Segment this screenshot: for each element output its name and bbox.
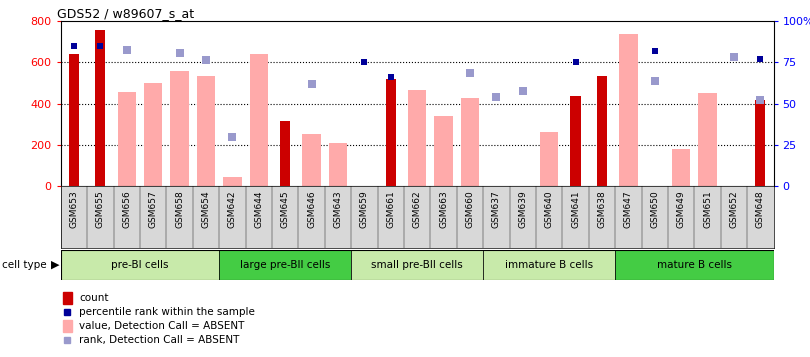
Text: GSM651: GSM651 <box>703 191 712 228</box>
Bar <box>698 93 717 186</box>
Bar <box>223 177 241 186</box>
Bar <box>408 90 426 186</box>
Bar <box>352 250 483 280</box>
Text: GSM650: GSM650 <box>650 191 659 228</box>
Bar <box>249 54 268 186</box>
Text: small pre-BII cells: small pre-BII cells <box>371 260 463 270</box>
Text: GSM660: GSM660 <box>466 191 475 228</box>
Bar <box>672 149 690 186</box>
Bar <box>619 34 637 186</box>
Text: GSM642: GSM642 <box>228 191 237 228</box>
Text: GDS52 / w89607_s_at: GDS52 / w89607_s_at <box>58 7 194 20</box>
Bar <box>280 121 290 186</box>
Text: GSM662: GSM662 <box>412 191 422 228</box>
Text: GSM661: GSM661 <box>386 191 395 228</box>
Bar <box>197 76 215 186</box>
Bar <box>597 76 607 186</box>
Text: GSM644: GSM644 <box>254 191 263 228</box>
Bar <box>329 142 347 186</box>
Bar <box>302 134 321 186</box>
Bar <box>170 71 189 186</box>
Bar <box>386 79 396 186</box>
Text: GSM649: GSM649 <box>676 191 685 228</box>
Text: GSM638: GSM638 <box>598 191 607 228</box>
Text: count: count <box>79 293 109 303</box>
Text: percentile rank within the sample: percentile rank within the sample <box>79 307 255 317</box>
Text: value, Detection Call = ABSENT: value, Detection Call = ABSENT <box>79 321 245 331</box>
Text: GSM641: GSM641 <box>571 191 580 228</box>
Bar <box>483 250 615 280</box>
Bar <box>540 132 558 186</box>
Text: GSM643: GSM643 <box>334 191 343 228</box>
Text: GSM645: GSM645 <box>280 191 290 228</box>
Text: large pre-BII cells: large pre-BII cells <box>240 260 330 270</box>
Text: immature B cells: immature B cells <box>505 260 593 270</box>
Text: GSM653: GSM653 <box>70 191 79 228</box>
Bar <box>117 92 136 186</box>
Text: GSM654: GSM654 <box>202 191 211 228</box>
Bar <box>615 250 774 280</box>
Text: GSM655: GSM655 <box>96 191 104 228</box>
Text: ▶: ▶ <box>51 260 59 270</box>
Bar <box>96 30 105 186</box>
Text: GSM640: GSM640 <box>544 191 554 228</box>
Text: GSM658: GSM658 <box>175 191 184 228</box>
Bar <box>63 292 71 303</box>
Text: GSM639: GSM639 <box>518 191 527 228</box>
Text: GSM663: GSM663 <box>439 191 448 228</box>
Text: GSM646: GSM646 <box>307 191 316 228</box>
Bar <box>69 54 79 186</box>
Text: GSM656: GSM656 <box>122 191 131 228</box>
Text: GSM652: GSM652 <box>730 191 739 228</box>
Bar <box>144 83 162 186</box>
Text: GSM647: GSM647 <box>624 191 633 228</box>
Bar <box>755 100 765 186</box>
Text: GSM659: GSM659 <box>360 191 369 228</box>
Text: pre-BI cells: pre-BI cells <box>111 260 168 270</box>
Text: mature B cells: mature B cells <box>657 260 732 270</box>
Bar <box>61 250 220 280</box>
Text: cell type: cell type <box>2 260 47 270</box>
Text: GSM648: GSM648 <box>756 191 765 228</box>
Bar <box>461 99 480 186</box>
Bar <box>220 250 352 280</box>
Text: rank, Detection Call = ABSENT: rank, Detection Call = ABSENT <box>79 335 239 345</box>
Bar <box>63 320 71 332</box>
Bar <box>434 116 453 186</box>
Text: GSM657: GSM657 <box>149 191 158 228</box>
Text: GSM637: GSM637 <box>492 191 501 228</box>
Bar <box>570 96 581 186</box>
